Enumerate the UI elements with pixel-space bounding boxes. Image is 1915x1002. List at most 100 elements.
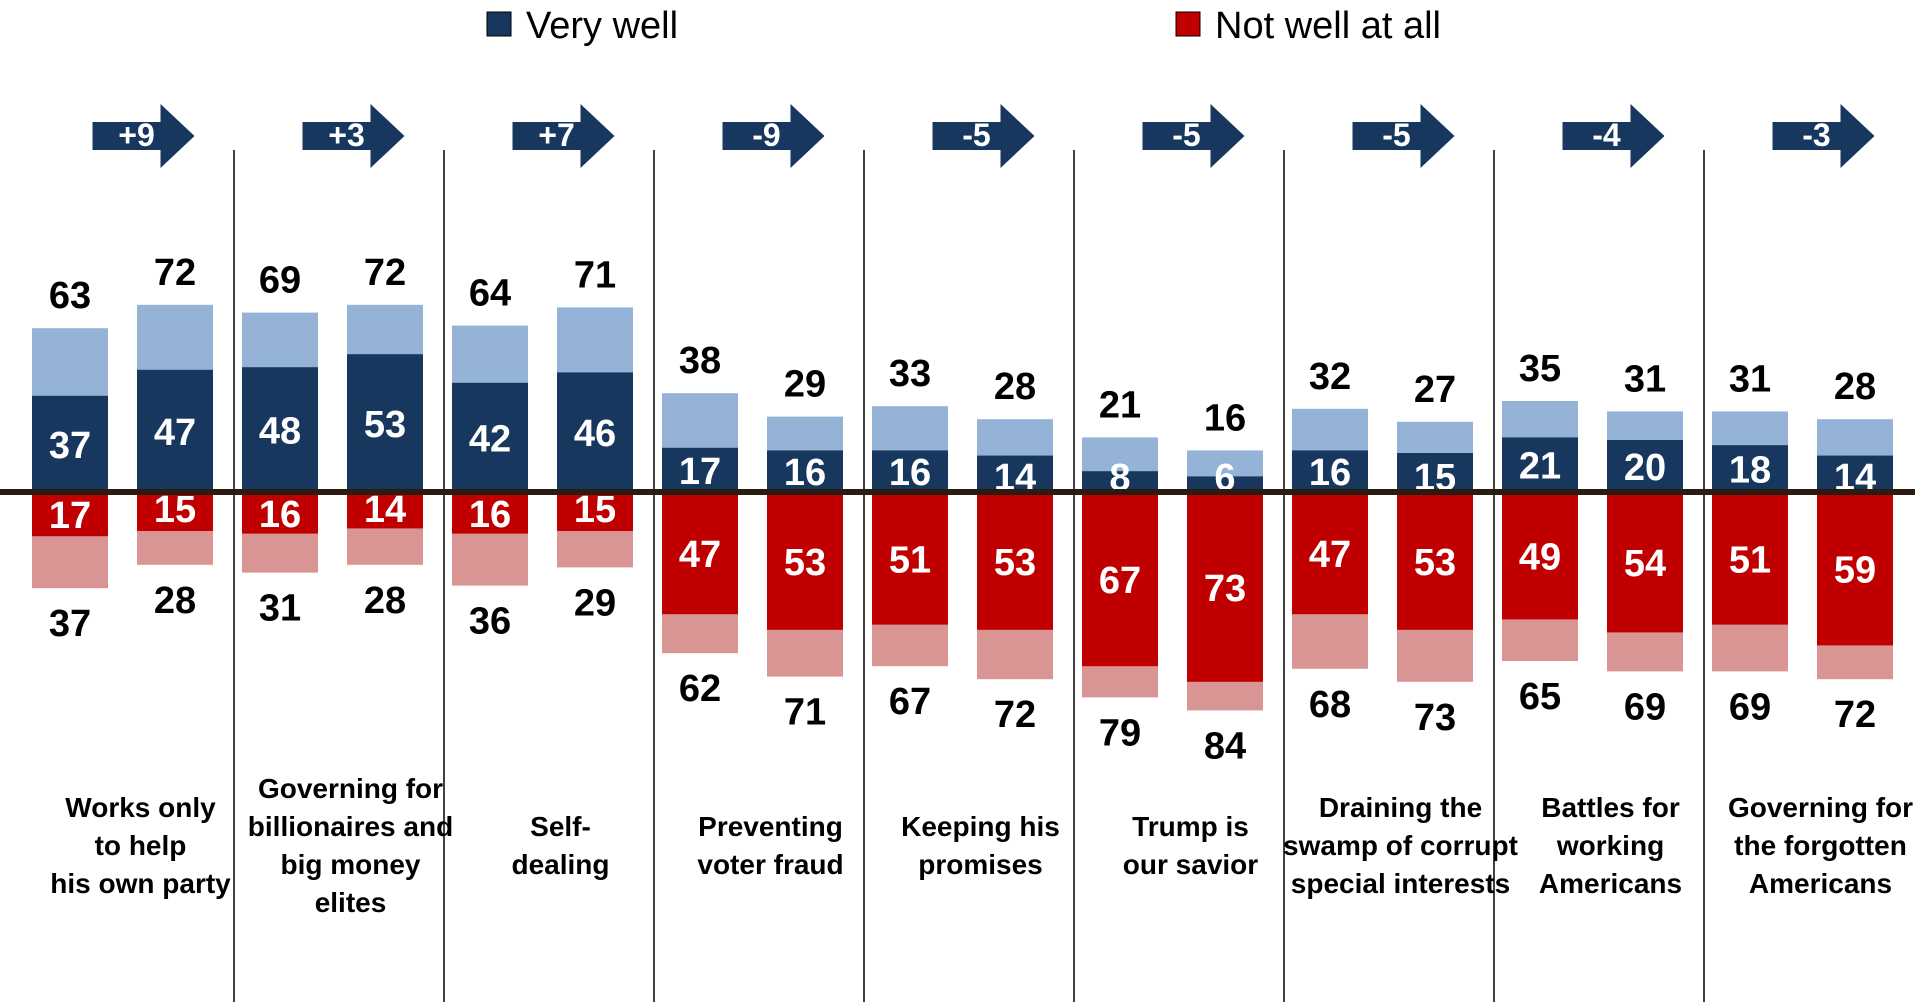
data-label-not-well-strong: 54 (1624, 543, 1666, 585)
bar-not-well-strong (1712, 492, 1788, 625)
category-label: big money (280, 849, 420, 880)
category-label: Governing for (258, 773, 443, 804)
change-arrow-icon (1562, 104, 1665, 168)
data-label-not-well-strong: 14 (364, 489, 406, 531)
category-label: dealing (511, 849, 609, 880)
data-label-not-well-total: 62 (679, 668, 721, 710)
legend-label-not-well: Not well at all (1215, 5, 1441, 47)
data-label-very-well-total: 32 (1309, 356, 1351, 398)
change-label: -3 (1802, 117, 1830, 153)
data-label-not-well-strong: 51 (889, 539, 931, 581)
bar-not-well-strong (767, 492, 843, 630)
data-label-not-well-strong: 67 (1099, 560, 1141, 602)
change-label: -4 (1592, 117, 1621, 153)
bar-not-well-strong (977, 492, 1053, 630)
data-label-very-well-strong: 53 (364, 404, 406, 446)
change-label: -5 (1382, 117, 1410, 153)
data-label-not-well-strong: 15 (574, 489, 616, 531)
legend-swatch-very-well (486, 11, 512, 37)
change-label: +3 (328, 117, 364, 153)
legend-swatch-not-well (1175, 11, 1201, 37)
data-label-very-well-strong: 8 (1109, 457, 1130, 499)
bar-very-well-strong (1502, 437, 1578, 492)
bar-very-well-strong (977, 455, 1053, 492)
data-label-not-well-total: 29 (574, 582, 616, 624)
category-label: his own party (50, 868, 231, 899)
category-label: our savior (1123, 849, 1258, 880)
change-label: +9 (118, 117, 154, 153)
data-label-very-well-total: 33 (889, 353, 931, 395)
category-label: Self- (530, 811, 591, 842)
change-arrow-icon (1772, 104, 1875, 168)
data-label-very-well-strong: 6 (1214, 457, 1235, 499)
category-label: Keeping his (901, 811, 1060, 842)
category-label: Americans (1749, 868, 1892, 899)
data-label-very-well-total: 31 (1729, 358, 1771, 400)
data-label-very-well-strong: 16 (889, 452, 931, 494)
category-label: Preventing (698, 811, 843, 842)
data-label-not-well-strong: 16 (259, 494, 301, 536)
data-label-very-well-total: 21 (1099, 384, 1141, 426)
bar-not-well-strong (1187, 492, 1263, 682)
data-label-not-well-total: 69 (1624, 686, 1666, 728)
bar-not-well-strong (1292, 492, 1368, 615)
data-label-very-well-total: 29 (784, 364, 826, 406)
bar-not-well-strong (1817, 492, 1893, 646)
bar-very-well-strong (137, 369, 213, 492)
data-label-not-well-total: 65 (1519, 676, 1561, 718)
data-label-very-well-strong: 42 (469, 418, 511, 460)
change-arrow-icon (722, 104, 825, 168)
change-arrow-icon (512, 104, 615, 168)
change-arrow-icon (92, 104, 195, 168)
data-label-very-well-total: 72 (364, 252, 406, 294)
data-label-not-well-total: 28 (154, 580, 196, 622)
bar-very-well-strong (1712, 445, 1788, 492)
data-label-not-well-strong: 73 (1204, 568, 1246, 610)
data-label-not-well-strong: 51 (1729, 539, 1771, 581)
change-label: -5 (962, 117, 990, 153)
plot-area: +9 63 37 17 37 72 47 15 28 Works only to help his o… (32, 104, 1913, 918)
data-label-very-well-total: 31 (1624, 358, 1666, 400)
data-label-not-well-total: 31 (259, 588, 301, 630)
data-label-very-well-strong: 16 (1309, 452, 1351, 494)
data-label-not-well-strong: 15 (154, 489, 196, 531)
change-label: -9 (752, 117, 780, 153)
bar-very-well-strong (1187, 476, 1263, 492)
bar-not-well-strong (662, 492, 738, 615)
data-label-very-well-strong: 21 (1519, 446, 1561, 488)
data-label-not-well-total: 68 (1309, 684, 1351, 726)
category-label: billionaires and (248, 811, 453, 842)
bar-very-well-strong (347, 354, 423, 492)
category-label: Governing for (1728, 792, 1913, 823)
category-label: elites (315, 887, 387, 918)
data-label-very-well-total: 64 (469, 273, 511, 315)
category-label: special interests (1291, 868, 1510, 899)
data-label-very-well-total: 72 (154, 252, 196, 294)
data-label-very-well-strong: 46 (574, 413, 616, 455)
bar-very-well-strong (662, 447, 738, 492)
data-label-very-well-total: 27 (1414, 369, 1456, 411)
category-label: Americans (1539, 868, 1682, 899)
data-label-not-well-strong: 16 (469, 494, 511, 536)
data-label-not-well-total: 71 (784, 692, 826, 734)
category-label: swamp of corrupt (1283, 830, 1518, 861)
data-label-not-well-strong: 59 (1834, 550, 1876, 592)
bar-not-well-strong (347, 492, 423, 529)
change-label: +7 (538, 117, 574, 153)
data-label-very-well-strong: 37 (49, 425, 91, 467)
bar-very-well-strong (1082, 471, 1158, 492)
data-label-not-well-strong: 53 (784, 542, 826, 584)
bar-very-well-strong (242, 367, 318, 492)
data-label-very-well-strong: 18 (1729, 450, 1771, 492)
bar-very-well-strong (452, 382, 528, 492)
data-label-very-well-strong: 20 (1624, 447, 1666, 489)
data-label-not-well-total: 72 (994, 694, 1036, 736)
data-label-not-well-total: 84 (1204, 725, 1246, 767)
bar-not-well-strong (557, 492, 633, 531)
category-label: Trump is (1132, 811, 1249, 842)
change-arrow-icon (932, 104, 1035, 168)
bar-very-well-strong (1292, 450, 1368, 492)
data-label-very-well-strong: 48 (259, 411, 301, 453)
chart-legend: Very well Not well at all (486, 5, 1441, 47)
